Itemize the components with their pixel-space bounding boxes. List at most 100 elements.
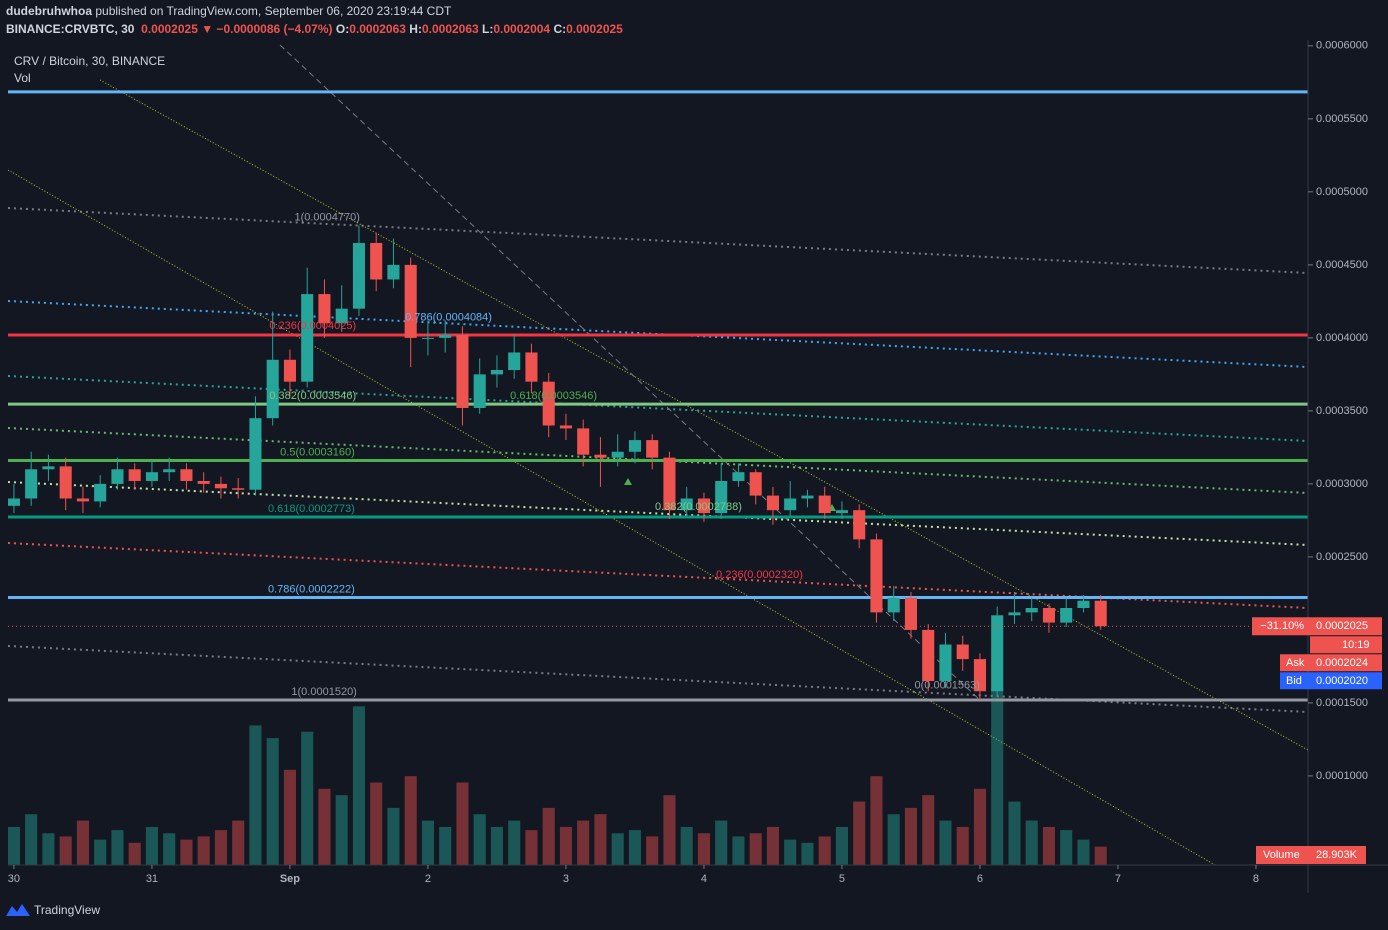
volume-bar (577, 820, 590, 865)
volume-bar (163, 833, 176, 865)
symbol: BINANCE:CRVBTC, 30 (6, 22, 135, 36)
candle-body (439, 334, 452, 338)
footer-brand: TradingView (34, 903, 100, 917)
last-price: 0.0002025 (1316, 620, 1368, 632)
volume-bar (680, 826, 693, 865)
ohlc-key: O: (335, 22, 350, 36)
fib-label: 0.382(0.0003546) (269, 390, 356, 402)
y-tick-label: 0.0004500 (1316, 259, 1368, 271)
volume-bar (1042, 826, 1056, 865)
candle-body (352, 242, 365, 309)
candle-body (577, 428, 590, 455)
trendline (8, 645, 1308, 713)
volume-bar (939, 820, 952, 865)
volume-bar (214, 830, 227, 865)
volume-value: 28.903K (1316, 849, 1358, 861)
legend-vol: Vol (14, 71, 31, 85)
header-line: dudebruhwhoa published on TradingView.co… (6, 4, 451, 18)
volume-bar (8, 826, 20, 865)
fib-label: 0.5(0.0003160) (280, 446, 355, 458)
volume-box (1256, 846, 1366, 864)
last-price-box (1252, 617, 1382, 636)
last-price: 0.0002025 (141, 22, 198, 36)
volume-bar (732, 836, 745, 865)
trendline (8, 300, 1308, 368)
ohlc-value: 0.0002025 (566, 22, 623, 36)
fib-label: 0.786(0.0002222) (268, 583, 355, 595)
candle-body (387, 264, 400, 280)
candle-body (887, 597, 900, 613)
last-change: −31.10% (1260, 620, 1304, 632)
trendline (99, 79, 1308, 751)
candle-body (853, 510, 866, 540)
candle-body (25, 469, 38, 499)
volume-bar (370, 782, 383, 865)
volume-bar (318, 788, 331, 865)
change: ▼ −0.0000086 (−4.07%) (201, 22, 333, 36)
candle-body (870, 539, 883, 613)
candle-body (697, 498, 710, 514)
x-tick-label: 8 (1253, 873, 1259, 885)
volume-bar (853, 801, 866, 865)
trendline (8, 542, 1308, 609)
ask-price: 0.0002024 (1316, 657, 1368, 669)
y-tick-label: 0.0002500 (1316, 551, 1368, 563)
volume-bar (249, 725, 262, 865)
volume-bar (1094, 846, 1107, 865)
volume-bar (404, 776, 417, 865)
candle-body (59, 466, 72, 499)
volume-bar (145, 826, 158, 865)
fib-label: 1(0.0001520) (291, 686, 356, 698)
logo-icon (6, 904, 30, 916)
candle-body (335, 308, 348, 324)
candle-body (404, 264, 417, 338)
candle-body (732, 472, 745, 481)
candle-body (1060, 608, 1073, 623)
symbol-line: BINANCE:CRVBTC, 30 0.0002025 ▼ −0.000008… (6, 22, 623, 36)
candle-body (1077, 600, 1090, 609)
y-tick-label: 0.0003500 (1316, 405, 1368, 417)
candle-body (128, 469, 141, 481)
volume-bar (25, 814, 38, 865)
volume-bar (870, 776, 883, 865)
signal-marker (624, 478, 632, 485)
candle-body (525, 352, 538, 382)
candle-body (490, 370, 503, 375)
ohlc-key: C: (553, 22, 567, 36)
candle-body (214, 483, 227, 489)
volume-bar (59, 836, 72, 865)
x-tick-label: 2 (425, 873, 431, 885)
candle-body (611, 451, 624, 458)
bid-price: 0.0002020 (1316, 675, 1368, 687)
volume-bar (42, 833, 55, 865)
ohlc-key: H: (409, 22, 422, 36)
candle-body (111, 469, 124, 484)
volume-bar (525, 830, 538, 865)
candle-body (973, 659, 987, 692)
y-tick-label: 0.0004000 (1316, 332, 1368, 344)
volume-bar (456, 782, 469, 865)
candle-body (370, 242, 383, 280)
x-tick-label: 30 (8, 873, 20, 885)
ask-label: Ask (1286, 657, 1305, 669)
candle-body (180, 469, 193, 481)
fib-label: 1(0.0004770) (294, 211, 359, 223)
volume-bar (628, 830, 641, 865)
volume-bar (611, 833, 624, 865)
candle-body (145, 472, 158, 481)
candle-body (1094, 600, 1107, 627)
volume-bar (991, 687, 1004, 865)
volume-bar (266, 738, 279, 865)
volume-bar (801, 842, 814, 865)
candle-body (232, 488, 245, 490)
candle-body (922, 629, 935, 682)
volume-bar (973, 788, 987, 865)
candle-body (421, 337, 434, 339)
candle-body (163, 469, 176, 473)
candle-body (456, 334, 469, 408)
y-tick-label: 0.0005500 (1316, 113, 1368, 125)
fib-label: 0.236(0.0004025) (269, 320, 356, 332)
legend-title: CRV / Bitcoin, 30, BINANCE (14, 54, 166, 68)
